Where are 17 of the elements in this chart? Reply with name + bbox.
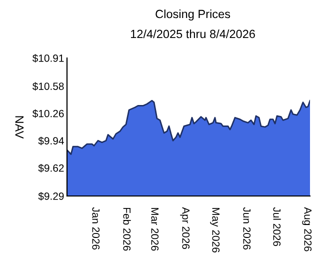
chart-title: Closing Prices xyxy=(156,10,230,20)
y-tick-label: $9.62 xyxy=(38,164,64,172)
x-tick-label: Aug 2026 xyxy=(302,207,312,252)
chart-subtitle: 12/4/2025 thru 8/4/2026 xyxy=(131,30,255,38)
y-tick-label: $10.26 xyxy=(32,109,64,118)
x-tick-label: Apr 2026 xyxy=(180,207,190,249)
x-tick-label: Jul 2026 xyxy=(273,207,281,246)
x-tick-label: Mar 2026 xyxy=(151,208,159,251)
y-tick-label: $10.58 xyxy=(32,82,64,91)
x-tick-label: Feb 2026 xyxy=(123,208,131,251)
x-tick-label: May 2026 xyxy=(210,208,220,252)
y-axis-title: NAV xyxy=(15,116,24,139)
y-tick-label: $9.29 xyxy=(38,192,64,200)
y-tick-label: $9.94 xyxy=(38,136,64,146)
y-tick-label: $10.91 xyxy=(32,54,64,62)
x-tick-label: Jun 2026 xyxy=(243,207,251,250)
x-tick-label: Jan 2026 xyxy=(92,207,100,250)
